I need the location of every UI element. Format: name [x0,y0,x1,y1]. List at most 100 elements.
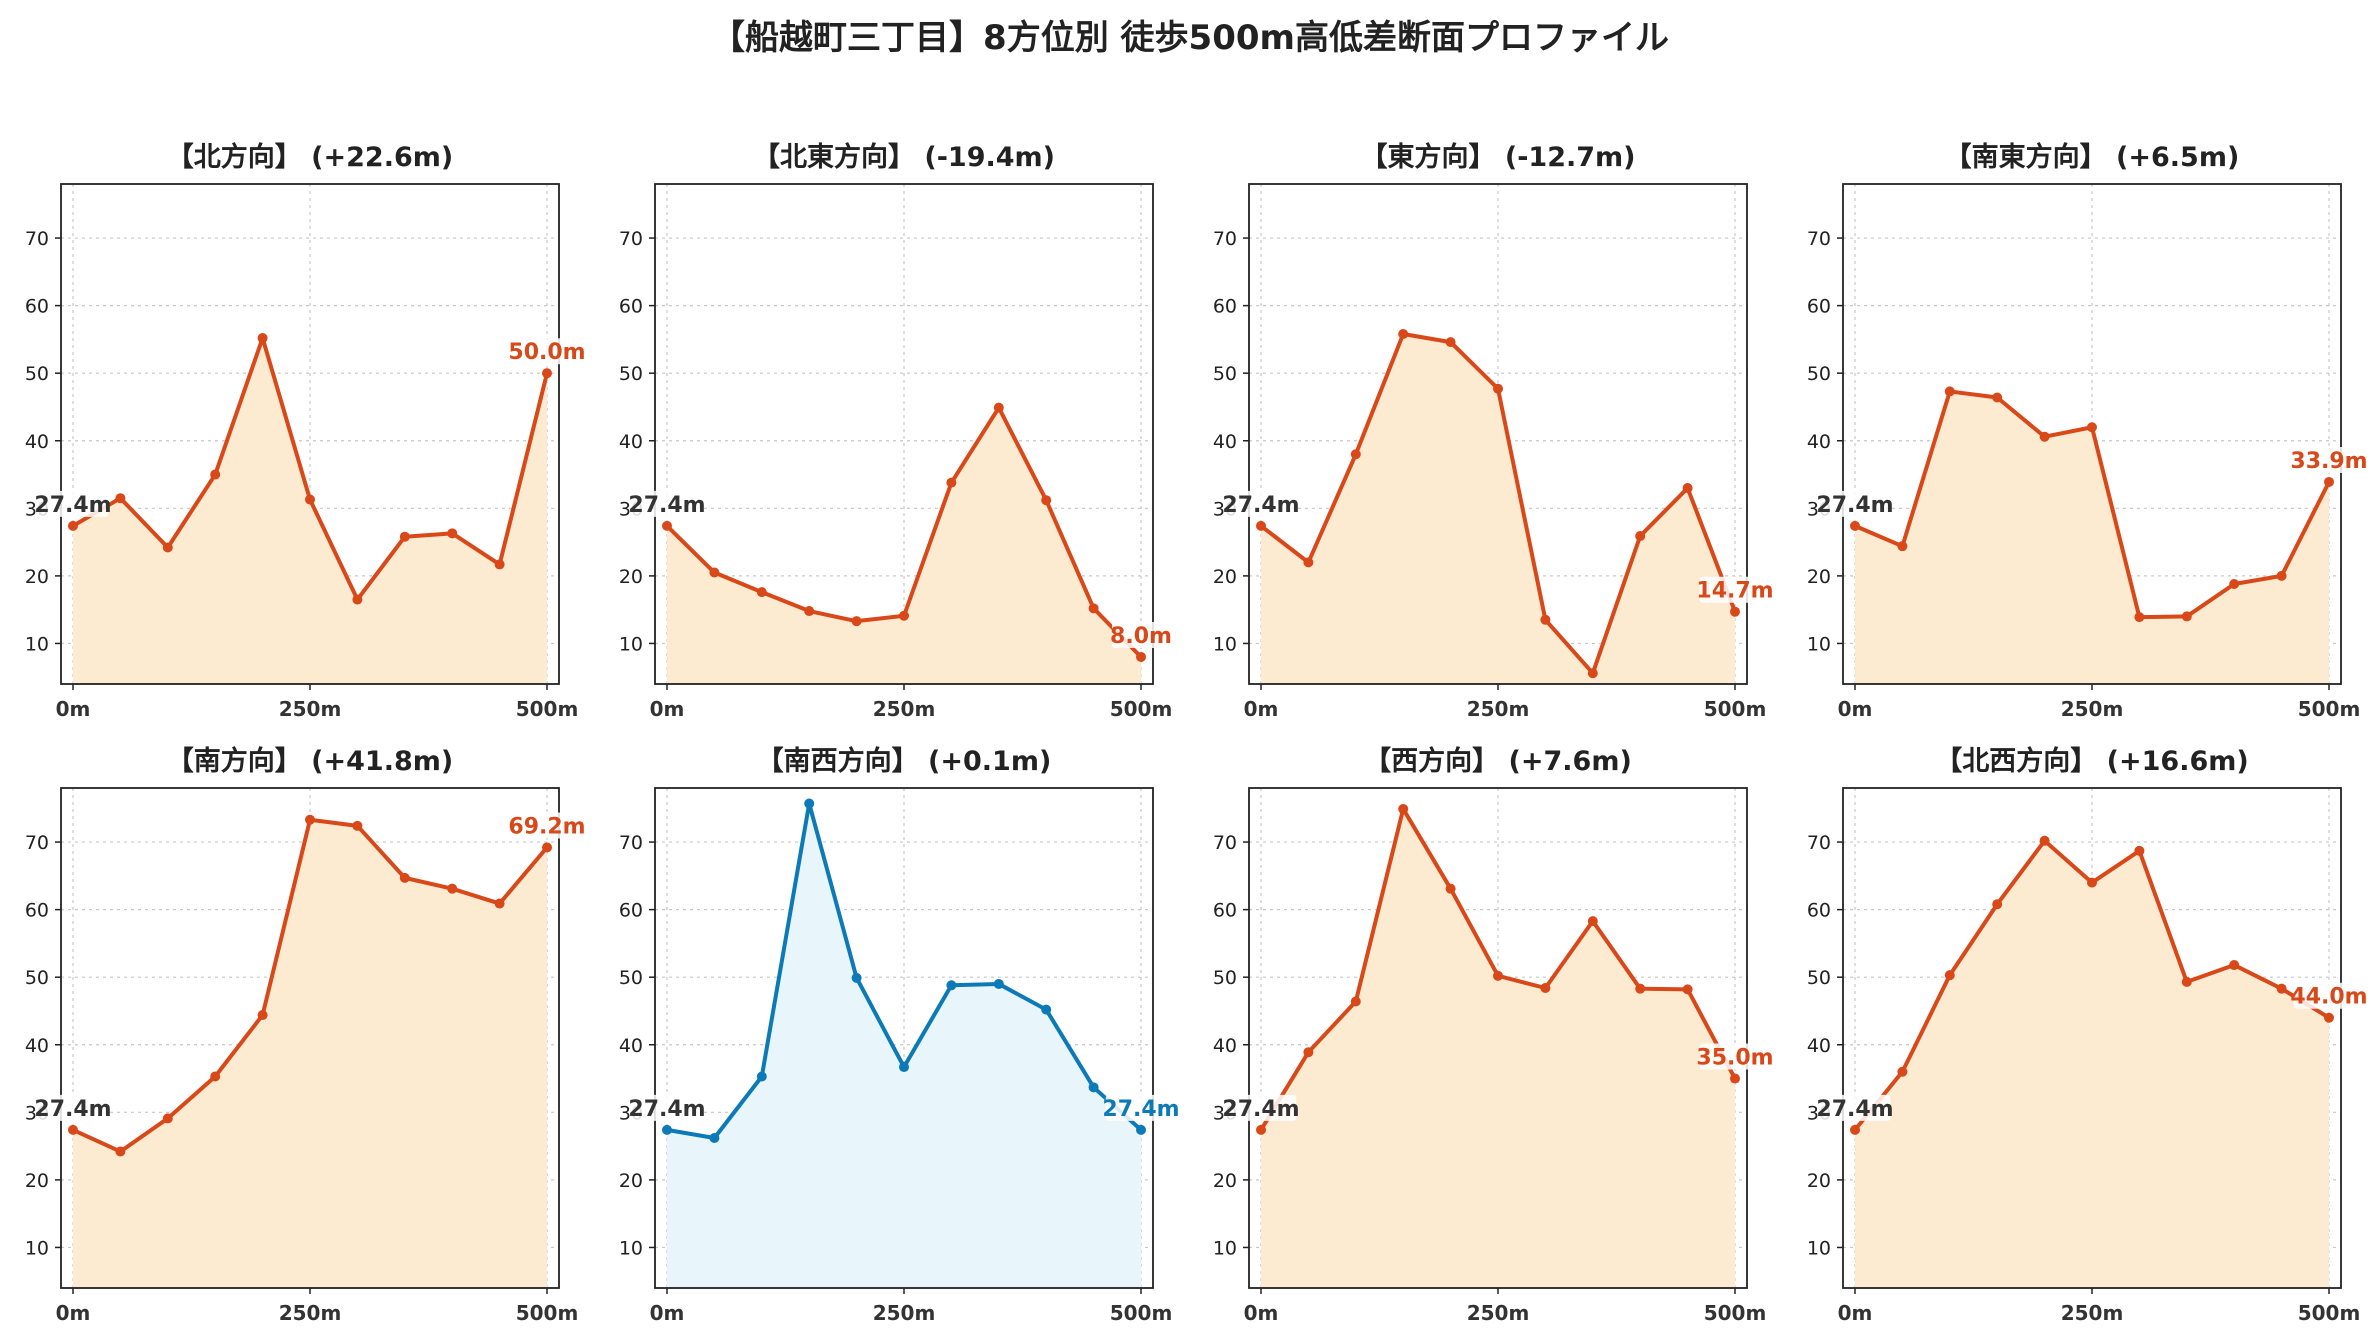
start-label: 27.4m [34,1097,111,1122]
x-tick-label: 0m [650,697,685,721]
start-label: 27.4m [628,1097,705,1122]
data-point [162,1113,173,1124]
data-point [1445,883,1456,894]
y-tick-label: 50 [25,967,49,989]
end-label-bg [1699,1043,1771,1070]
y-tick-label: 40 [1807,431,1831,453]
profile-area [1855,840,2329,1288]
end-label-bg [2293,982,2365,1009]
x-tick-label: 250m [2061,697,2124,721]
figure-title: 【船越町三丁目】8方位別 徒歩500m高低差断面プロファイル [711,18,1669,58]
data-point [2276,570,2287,581]
data-point [756,1071,767,1082]
y-tick-label: 40 [25,431,49,453]
x-tick-label: 250m [1467,697,1530,721]
data-point [305,494,315,505]
end-label: 35.0m [1696,1046,1773,1071]
y-tick-label: 10 [25,633,49,655]
y-tick-label: 70 [1213,228,1237,250]
y-tick-label: 40 [619,1035,643,1057]
end-label: 27.4m [1102,1097,1179,1122]
data-point [1682,984,1693,995]
data-point [1041,495,1052,506]
data-point [352,594,363,605]
data-point [1850,1124,1860,1135]
data-point [662,520,672,531]
y-tick-label: 60 [619,900,643,922]
end-label: 44.0m [2290,985,2367,1010]
x-tick-label: 500m [1704,1301,1767,1325]
y-tick-label: 10 [619,1237,643,1259]
y-tick-label: 50 [619,967,643,989]
start-label-bg [1225,1094,1297,1121]
start-label: 27.4m [1222,1097,1299,1122]
data-point [1136,1124,1146,1135]
data-point [946,980,957,991]
start-label: 27.4m [628,493,705,518]
end-label: 69.2m [508,814,585,839]
data-point [1992,899,2003,910]
y-tick-label: 20 [25,1170,49,1192]
x-tick-label: 0m [56,697,91,721]
y-tick-label: 50 [1807,967,1831,989]
data-point [899,610,909,621]
end-label: 8.0m [1110,624,1172,649]
profile-area [73,819,547,1288]
panel-title: 【北東方向】 (-19.4m) [753,141,1055,173]
start-label-bg [1819,490,1891,517]
x-tick-label: 500m [516,1301,579,1325]
data-point [305,814,315,825]
data-point [399,531,410,542]
start-label: 27.4m [34,493,111,518]
data-point [257,333,268,344]
data-point [210,1071,221,1082]
y-tick-label: 20 [1807,1170,1831,1192]
x-tick-label: 0m [1838,697,1873,721]
data-point [1730,1073,1740,1084]
y-tick-label: 60 [25,900,49,922]
y-tick-label: 10 [1807,633,1831,655]
x-tick-label: 250m [279,1301,342,1325]
data-point [1350,996,1361,1007]
data-point [210,469,221,480]
data-point [1256,1124,1266,1135]
y-tick-label: 70 [1213,832,1237,854]
panel-title: 【南西方向】 (+0.1m) [757,745,1052,777]
y-tick-label: 50 [619,363,643,385]
data-point [162,542,173,553]
data-point [257,1010,268,1021]
y-tick-label: 60 [1213,296,1237,318]
panel-title: 【北西方向】 (+16.6m) [1935,745,2248,777]
data-point [1256,520,1266,531]
data-point [115,1146,126,1157]
x-tick-label: 500m [2298,697,2361,721]
y-tick-label: 20 [1807,566,1831,588]
data-point [1493,970,1503,981]
x-tick-label: 0m [1244,697,1279,721]
x-tick-label: 0m [650,1301,685,1325]
data-point [1897,1066,1908,1077]
data-point [1682,483,1693,494]
end-label-bg [1699,576,1771,603]
y-tick-label: 20 [619,566,643,588]
y-tick-label: 40 [1213,431,1237,453]
profile-area [1261,808,1735,1288]
data-point [1088,1082,1099,1093]
data-point [1897,541,1908,552]
data-point [1540,983,1551,993]
y-tick-label: 10 [1213,633,1237,655]
end-label: 50.0m [508,340,585,365]
panel-title: 【西方向】 (+7.6m) [1364,745,1632,777]
data-point [1136,651,1146,662]
y-tick-label: 50 [1213,967,1237,989]
x-tick-label: 500m [1704,697,1767,721]
data-point [1850,520,1860,531]
data-point [1041,1004,1052,1015]
data-point [1587,668,1598,679]
data-point [1635,531,1646,542]
data-point [352,820,363,831]
